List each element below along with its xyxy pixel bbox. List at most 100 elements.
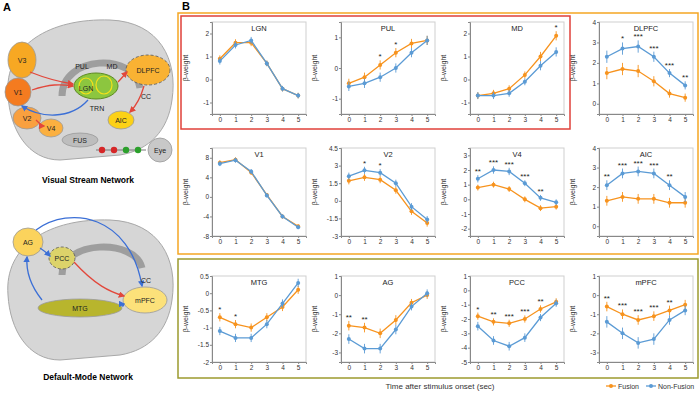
tick-label: 0 [606, 238, 610, 245]
axis-line [597, 149, 600, 237]
tick-label: -1 [461, 211, 467, 218]
data-point [554, 50, 558, 54]
subplot: 012345-3-2-101β-weightmPFC************* [569, 273, 694, 371]
data-point [363, 347, 367, 351]
tick-label: 2 [250, 116, 254, 123]
data-point [668, 318, 672, 322]
tick-mark [210, 328, 212, 329]
tick-label: 4 [205, 174, 209, 181]
significance: *** [489, 158, 498, 167]
data-point [425, 38, 429, 42]
series-line [349, 40, 427, 83]
tick-mark [210, 197, 212, 198]
subplot-title: V4 [512, 150, 521, 159]
significance: *** [504, 312, 513, 321]
tick-label: 3 [524, 238, 528, 245]
tick-label: 1 [492, 238, 496, 245]
data-point [296, 281, 300, 285]
tick-mark [468, 103, 470, 104]
tick-mark [210, 362, 212, 363]
panel-label: B [182, 0, 190, 12]
tick-label: 2 [508, 364, 512, 371]
tick: 4 [539, 236, 543, 245]
tick: 0 [205, 76, 212, 83]
data-point [621, 195, 625, 199]
legend-label: Fusion [618, 383, 639, 390]
data-point [476, 177, 480, 181]
tick-mark [597, 314, 599, 315]
tick-mark [468, 214, 470, 215]
data-point [492, 320, 496, 324]
data-point [523, 197, 527, 201]
tick: 5 [555, 114, 559, 123]
significance: ** [537, 297, 543, 306]
data-point [668, 308, 672, 312]
tick-mark [597, 226, 599, 227]
plot-frame [341, 148, 435, 236]
region [38, 299, 122, 317]
connection-arrow [122, 304, 124, 306]
tick: 0 [606, 236, 610, 245]
plot-frame [470, 148, 564, 236]
data-point [621, 47, 625, 51]
tick: 0 [592, 100, 599, 107]
tick: -1 [203, 99, 212, 106]
region-label: MTG [72, 305, 88, 312]
series-line [349, 293, 427, 348]
tick: 1 [463, 181, 470, 188]
tick: 5 [426, 362, 430, 371]
tick-label: -0.5 [198, 307, 210, 314]
signal-dot [123, 147, 129, 153]
tick-label: 1.5 [329, 180, 338, 187]
tick-label: 2 [508, 116, 512, 123]
tick-label: -1 [332, 95, 338, 102]
region [62, 133, 98, 147]
tick: 5 [426, 236, 430, 245]
data-point [394, 66, 398, 70]
connection-arrow [36, 218, 142, 286]
data-point [523, 181, 527, 185]
tick-mark [210, 236, 212, 237]
y-axis: -1012 [461, 23, 470, 115]
region-label: FUS [73, 137, 87, 144]
data-point [554, 200, 558, 204]
tick-label: 4 [668, 364, 672, 371]
tick: 5 [297, 114, 301, 123]
subplot: 01234501234β-weightAIC************* [569, 145, 694, 245]
data-point [410, 51, 414, 55]
tick-label: 3 [524, 116, 528, 123]
region-label: MD [107, 63, 118, 70]
tick: 1 [592, 273, 599, 280]
data-point [636, 341, 640, 345]
data-point [683, 195, 687, 199]
data-point [683, 83, 687, 87]
tick: -2 [590, 330, 599, 337]
tick-mark [339, 37, 341, 38]
tick-label: 1 [463, 53, 467, 60]
connection-arrow [22, 100, 88, 115]
data-point [363, 168, 367, 172]
y-axis-title: β-weight [311, 55, 319, 82]
plot-frame [599, 148, 693, 236]
tick-label: 4.5 [329, 145, 338, 152]
tick-label: 5 [555, 116, 559, 123]
tick: -8 [203, 233, 212, 240]
tick-mark [210, 293, 212, 294]
series-line [478, 303, 556, 346]
data-point [425, 218, 429, 222]
data-point [347, 324, 351, 328]
y-axis-title: β-weight [182, 306, 190, 333]
tick-label: 0 [606, 364, 610, 371]
significance: * [379, 52, 382, 61]
tick-label: 0 [334, 65, 338, 72]
tick-label: 1 [592, 80, 596, 87]
tick: 0 [348, 362, 352, 371]
subplot: 012345-101β-weightPUL** [311, 22, 436, 123]
tick-label: 4 [592, 145, 596, 152]
tick-label: -1 [461, 301, 467, 308]
tick: -3 [332, 349, 341, 356]
tick-label: 1 [363, 116, 367, 123]
data-point [668, 201, 672, 205]
significance: * [234, 312, 237, 321]
tick: 3 [592, 164, 599, 171]
